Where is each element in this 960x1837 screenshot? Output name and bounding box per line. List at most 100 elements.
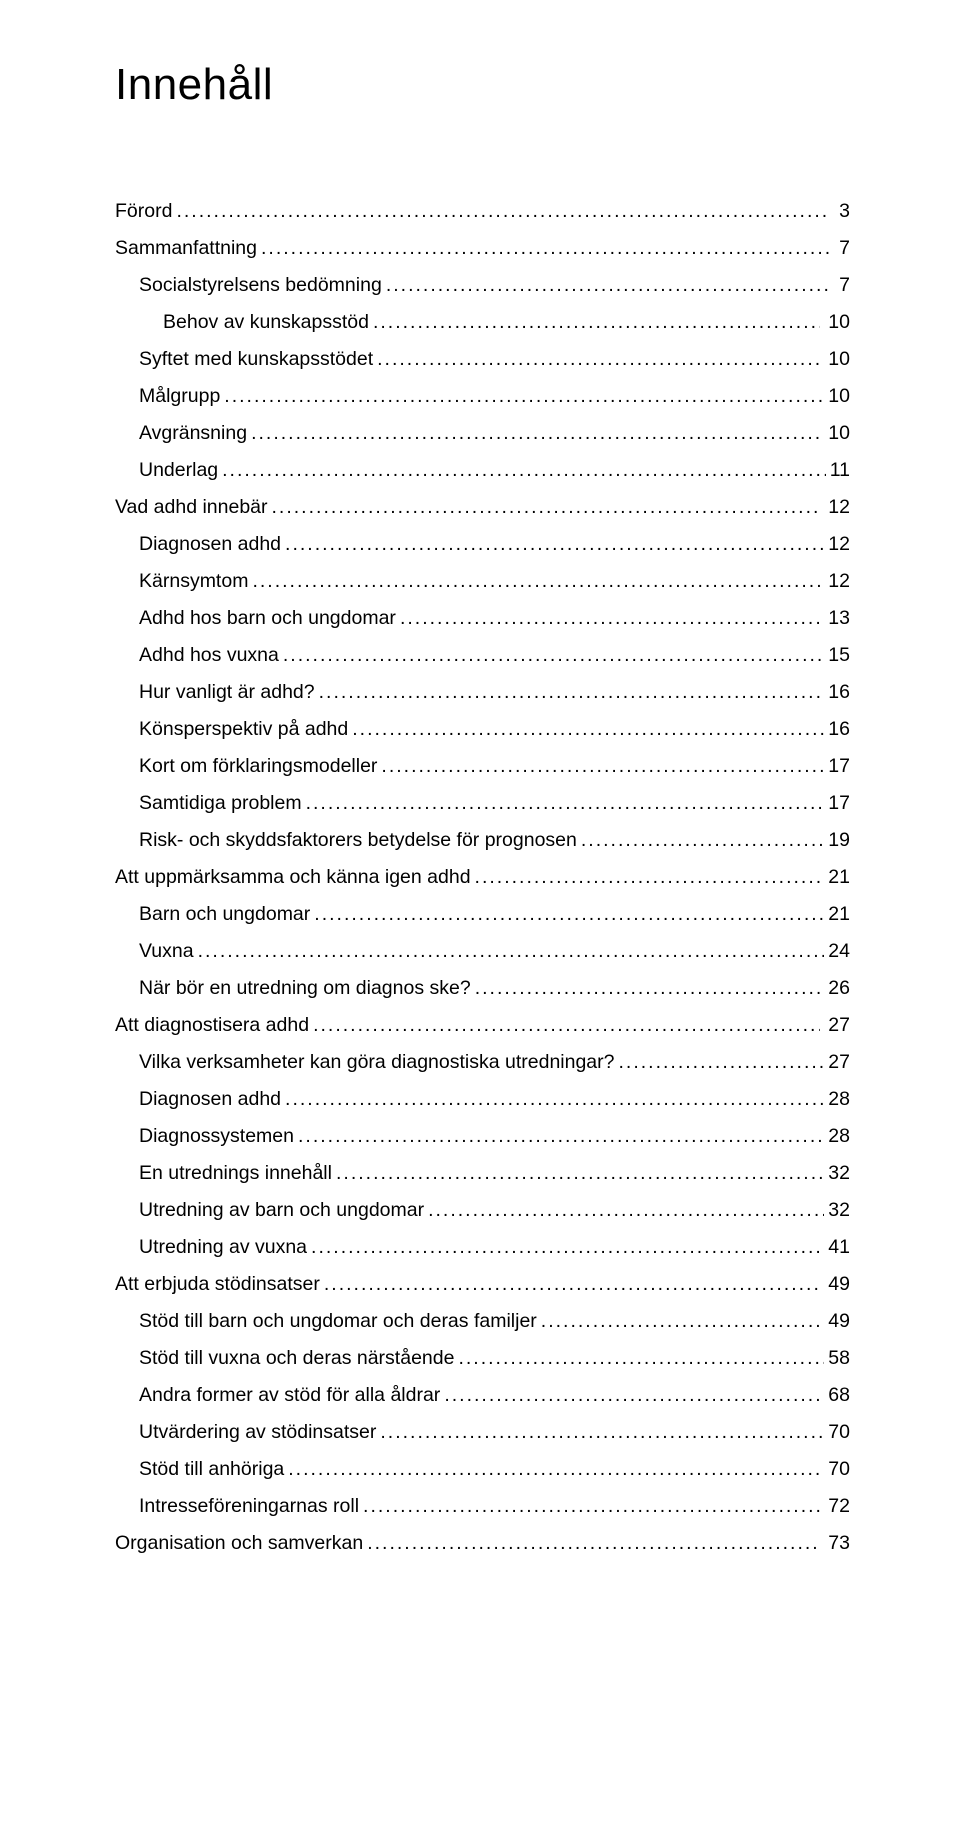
toc-row: Utvärdering av stödinsatser 70 [115, 1423, 850, 1443]
toc-row: Att erbjuda stödinsatser 49 [115, 1275, 850, 1295]
toc-leader [458, 1349, 824, 1369]
toc-row: Att diagnostisera adhd 27 [115, 1016, 850, 1036]
toc-label: Organisation och samverkan [115, 1534, 363, 1554]
toc-leader [319, 683, 825, 703]
toc-leader [306, 794, 825, 814]
toc-row: När bör en utredning om diagnos ske?26 [115, 979, 850, 999]
page-title: Innehåll [115, 60, 850, 110]
toc-label: Socialstyrelsens bedömning [139, 276, 382, 296]
toc-label: Underlag [139, 461, 218, 481]
toc-row: Diagnossystemen28 [115, 1127, 850, 1147]
toc-label: Hur vanligt är adhd? [139, 683, 315, 703]
toc-page: 27 [824, 1016, 850, 1036]
toc-page: 10 [828, 350, 850, 370]
toc-label: Andra former av stöd för alla åldrar [139, 1386, 440, 1406]
toc-label: Målgrupp [139, 387, 220, 407]
toc-row: Hur vanligt är adhd? 16 [115, 683, 850, 703]
toc-page: 12 [828, 535, 850, 555]
toc-label: Avgränsning [139, 424, 247, 444]
toc-page: 7 [835, 276, 850, 296]
toc-page: 73 [824, 1534, 850, 1554]
toc-row: Förord 3 [115, 202, 850, 222]
toc-row: Adhd hos barn och ungdomar13 [115, 609, 850, 629]
toc-page: 28 [828, 1090, 850, 1110]
toc-leader [541, 1312, 825, 1332]
toc-label: Sammanfattning [115, 239, 257, 259]
toc-leader [298, 1127, 824, 1147]
toc-leader [224, 387, 824, 407]
toc-label: Att uppmärksamma och känna igen adhd [115, 868, 471, 888]
toc-leader [475, 979, 825, 999]
toc-page: 12 [824, 498, 850, 518]
toc-page: 7 [835, 239, 850, 259]
toc-page: 68 [828, 1386, 850, 1406]
toc-page: 21 [824, 868, 850, 888]
toc-row: Vilka verksamheter kan göra diagnostiska… [115, 1053, 850, 1073]
toc-row: Risk- och skyddsfaktorers betydelse för … [115, 831, 850, 851]
toc-page: 32 [828, 1164, 850, 1184]
toc-leader [400, 609, 824, 629]
toc-leader [311, 1238, 824, 1258]
toc-leader [251, 424, 824, 444]
toc-label: Utvärdering av stödinsatser [139, 1423, 376, 1443]
toc-leader [428, 1201, 824, 1221]
toc-label: Kort om förklaringsmodeller [139, 757, 377, 777]
toc-row: Utredning av vuxna41 [115, 1238, 850, 1258]
toc-row: Utredning av barn och ungdomar 32 [115, 1201, 850, 1221]
toc-leader [581, 831, 824, 851]
toc-label: Behov av kunskapsstöd [163, 313, 369, 333]
toc-row: Organisation och samverkan 73 [115, 1534, 850, 1554]
toc-leader [283, 646, 824, 666]
toc-row: Könsperspektiv på adhd16 [115, 720, 850, 740]
toc-label: Förord [115, 202, 172, 222]
toc-row: Stöd till barn och ungdomar och deras fa… [115, 1312, 850, 1332]
toc-page: 49 [828, 1312, 850, 1332]
toc-label: Diagnosen adhd [139, 535, 281, 555]
toc-page: 10 [828, 424, 850, 444]
toc-leader [314, 905, 824, 925]
toc-label: Könsperspektiv på adhd [139, 720, 348, 740]
toc-row: Målgrupp10 [115, 387, 850, 407]
toc-label: Utredning av vuxna [139, 1238, 307, 1258]
toc-leader [288, 1460, 824, 1480]
toc-leader [176, 202, 831, 222]
toc-leader [324, 1275, 820, 1295]
toc-row: Kärnsymtom12 [115, 572, 850, 592]
toc-label: Utredning av barn och ungdomar [139, 1201, 424, 1221]
toc-label: Kärnsymtom [139, 572, 248, 592]
toc-page: 58 [828, 1349, 850, 1369]
toc-page: 3 [835, 202, 850, 222]
toc-leader [352, 720, 824, 740]
toc-page: 13 [828, 609, 850, 629]
toc-row: Vuxna24 [115, 942, 850, 962]
toc-page: 28 [828, 1127, 850, 1147]
toc-leader [381, 757, 824, 777]
toc-row: Syftet med kunskapsstödet10 [115, 350, 850, 370]
toc-page: 49 [824, 1275, 850, 1295]
toc-leader [252, 572, 824, 592]
toc-leader [373, 313, 820, 333]
toc-page: 16 [828, 683, 850, 703]
toc-label: Intresseföreningarnas roll [139, 1497, 359, 1517]
toc-page: 70 [828, 1460, 850, 1480]
toc-page: 70 [828, 1423, 850, 1443]
toc-row: Adhd hos vuxna15 [115, 646, 850, 666]
toc-leader [363, 1497, 824, 1517]
toc-label: Samtidiga problem [139, 794, 302, 814]
toc-page: 11 [830, 461, 850, 481]
toc-leader [313, 1016, 820, 1036]
toc-row: Stöd till anhöriga70 [115, 1460, 850, 1480]
toc-row: Avgränsning 10 [115, 424, 850, 444]
toc-label: Vilka verksamheter kan göra diagnostiska… [139, 1053, 615, 1073]
toc-page: 24 [828, 942, 850, 962]
toc-page: 32 [828, 1201, 850, 1221]
toc-leader [386, 276, 831, 296]
toc-leader [444, 1386, 824, 1406]
toc-label: En utrednings innehåll [139, 1164, 332, 1184]
toc-row: Sammanfattning 7 [115, 239, 850, 259]
toc-row: Diagnosen adhd28 [115, 1090, 850, 1110]
toc-page: 19 [828, 831, 850, 851]
toc-label: Adhd hos vuxna [139, 646, 279, 666]
table-of-contents: Förord 3 Sammanfattning 7 Socialstyrelsens… [115, 202, 850, 1554]
toc-row: Kort om förklaringsmodeller17 [115, 757, 850, 777]
